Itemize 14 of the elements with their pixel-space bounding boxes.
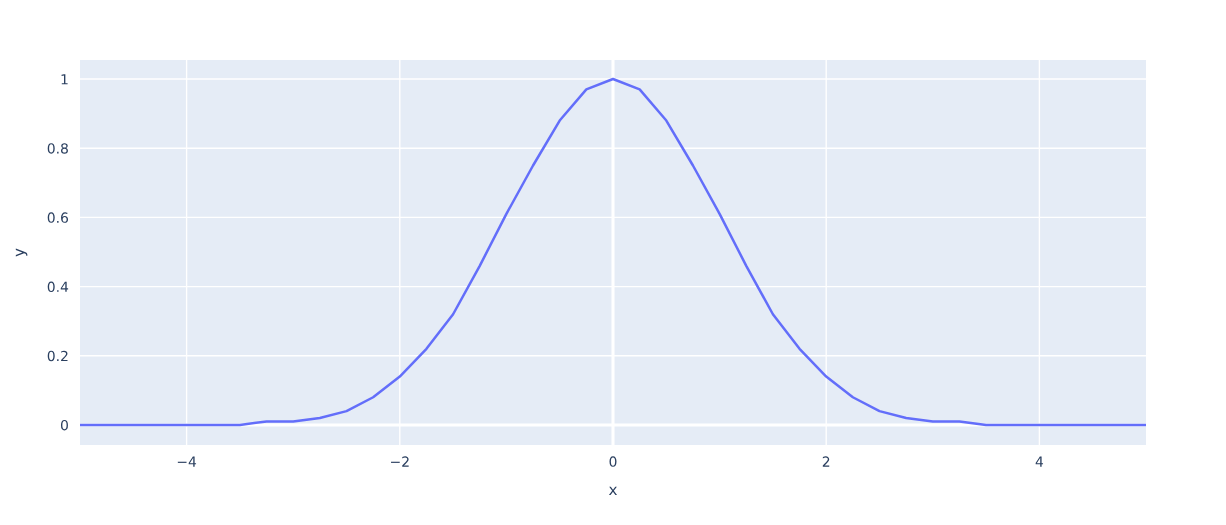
- x-tick-label: −2: [391, 456, 409, 467]
- x-tick-label: 0: [609, 456, 617, 467]
- y-tick-label: 0: [60, 419, 68, 431]
- y-tick-label: 0.4: [47, 281, 69, 293]
- y-tick-label: 0.2: [47, 350, 68, 362]
- x-axis-title: x: [608, 486, 618, 496]
- x-tick-label: 2: [822, 456, 830, 467]
- y-tick-label: 0.8: [47, 143, 68, 154]
- x-tick-label: 4: [1035, 456, 1044, 467]
- y-tick-label: 1: [61, 74, 68, 85]
- y-tick-label: 0.6: [47, 212, 69, 223]
- x-tick-label: −4: [177, 456, 197, 467]
- y-axis-title: y: [15, 248, 28, 257]
- line-series: [80, 77, 1146, 427]
